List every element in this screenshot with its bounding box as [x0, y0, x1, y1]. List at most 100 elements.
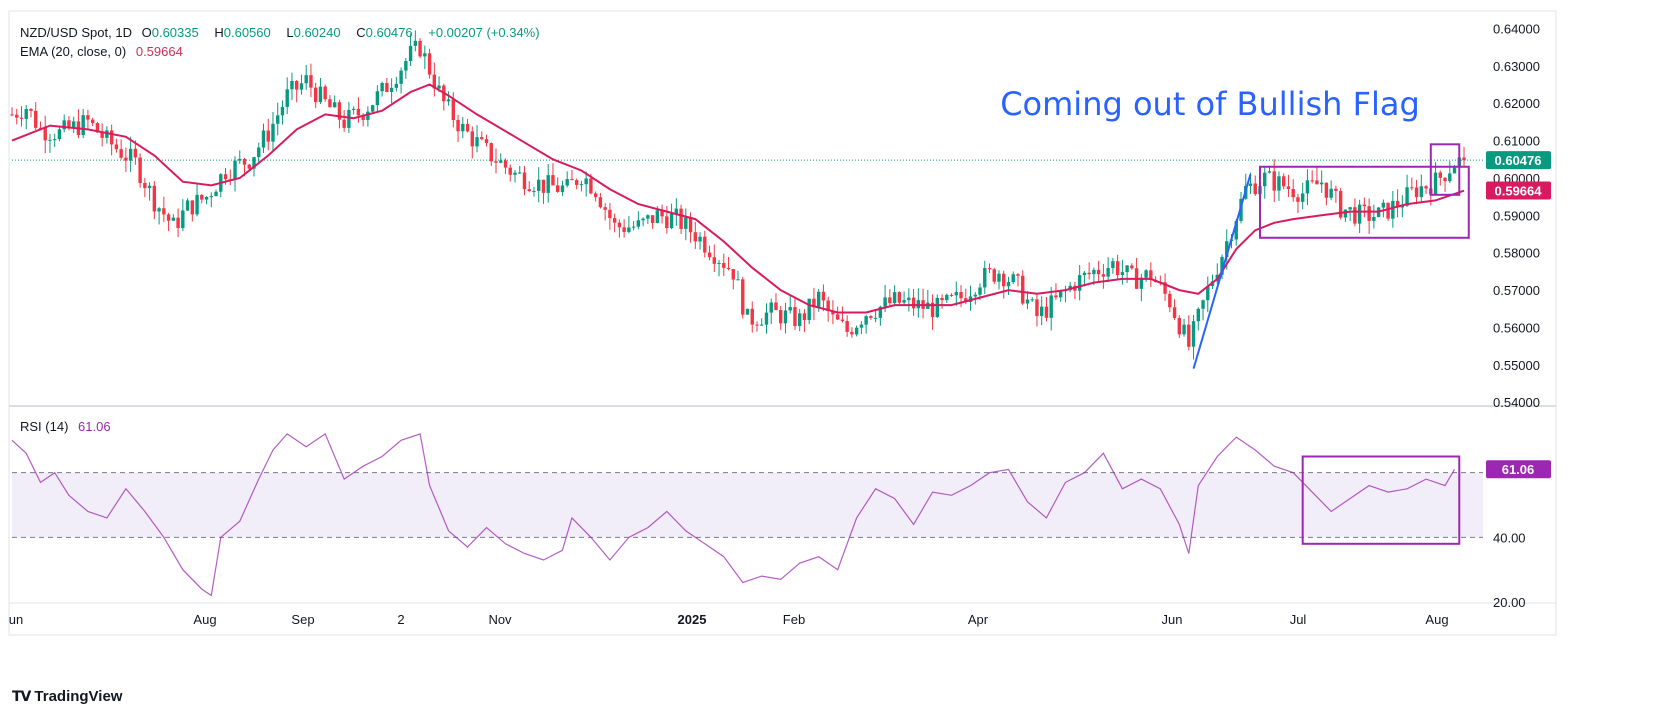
- candle-body[interactable]: [138, 157, 142, 184]
- candle-body[interactable]: [432, 74, 437, 89]
- candle-body[interactable]: [1187, 324, 1191, 347]
- rsi-badge[interactable]: 61.06: [1486, 460, 1551, 479]
- flag-box[interactable]: [1258, 165, 1470, 239]
- candle-body[interactable]: [200, 194, 204, 200]
- candle-body[interactable]: [475, 137, 479, 147]
- candle-body[interactable]: [622, 227, 626, 233]
- candle-body[interactable]: [313, 87, 318, 103]
- candle-body[interactable]: [755, 324, 759, 326]
- candle-body[interactable]: [1263, 172, 1267, 187]
- candle-body[interactable]: [276, 115, 280, 124]
- candle-body[interactable]: [1395, 200, 1400, 208]
- candle-body[interactable]: [518, 172, 522, 174]
- candle-body[interactable]: [261, 130, 266, 148]
- candle-body[interactable]: [266, 130, 270, 142]
- candle-body[interactable]: [883, 297, 887, 307]
- candle-body[interactable]: [242, 158, 247, 165]
- legend-symbol[interactable]: NZD/USD Spot, 1D: [20, 25, 132, 40]
- candle-body[interactable]: [745, 308, 750, 315]
- candle-body[interactable]: [446, 99, 451, 102]
- candle-body[interactable]: [1234, 220, 1238, 240]
- candle-body[interactable]: [1338, 190, 1343, 218]
- candle-body[interactable]: [693, 232, 698, 242]
- candle-body[interactable]: [997, 273, 1001, 282]
- candle-body[interactable]: [897, 292, 902, 303]
- candle-body[interactable]: [760, 324, 764, 326]
- candle-body[interactable]: [555, 185, 560, 192]
- candle-body[interactable]: [413, 40, 418, 46]
- candle-body[interactable]: [1182, 324, 1186, 335]
- candle-body[interactable]: [1310, 180, 1314, 182]
- candle-body[interactable]: [650, 215, 655, 223]
- candle-body[interactable]: [1111, 261, 1115, 268]
- candle-body[interactable]: [1348, 207, 1352, 210]
- candle-body[interactable]: [1225, 241, 1229, 258]
- candle-body[interactable]: [418, 40, 422, 57]
- candle-body[interactable]: [29, 108, 33, 111]
- candle-body[interactable]: [850, 331, 854, 335]
- candle-body[interactable]: [494, 161, 498, 163]
- candle-body[interactable]: [1163, 282, 1167, 294]
- candle-body[interactable]: [1035, 299, 1039, 317]
- candle-body[interactable]: [1139, 277, 1144, 289]
- price-pane[interactable]: Coming out of Bullish Flag: [10, 30, 1483, 369]
- candle-body[interactable]: [1443, 177, 1447, 182]
- candle-body[interactable]: [840, 319, 845, 322]
- candle-body[interactable]: [71, 121, 76, 129]
- candle-body[interactable]: [181, 210, 185, 229]
- candle-body[interactable]: [394, 83, 399, 88]
- tradingview-brand[interactable]: 𝗧𝗩 TradingView: [12, 688, 122, 705]
- candle-body[interactable]: [878, 306, 883, 318]
- candle-body[interactable]: [907, 297, 911, 301]
- candle-body[interactable]: [707, 252, 712, 258]
- candle-body[interactable]: [741, 279, 745, 315]
- candle-body[interactable]: [290, 81, 294, 90]
- candle-body[interactable]: [821, 291, 826, 301]
- candle-body[interactable]: [669, 213, 674, 229]
- candle-body[interactable]: [779, 310, 783, 324]
- candle-body[interactable]: [1462, 157, 1466, 161]
- candle-body[interactable]: [147, 185, 152, 189]
- candle-body[interactable]: [750, 308, 754, 325]
- candle-body[interactable]: [1291, 188, 1295, 198]
- candle-body[interactable]: [34, 110, 38, 128]
- candle-body[interactable]: [945, 294, 949, 301]
- candle-body[interactable]: [456, 119, 460, 132]
- candle-body[interactable]: [342, 119, 346, 128]
- candle-body[interactable]: [195, 194, 199, 215]
- candle-body[interactable]: [162, 208, 166, 215]
- candle-body[interactable]: [537, 179, 541, 191]
- candle-body[interactable]: [15, 114, 19, 118]
- candle-body[interactable]: [1021, 275, 1025, 304]
- candle-body[interactable]: [285, 89, 289, 107]
- candle-body[interactable]: [299, 83, 304, 90]
- candle-body[interactable]: [679, 208, 683, 229]
- candle-body[interactable]: [930, 302, 935, 318]
- candle-body[interactable]: [214, 191, 218, 197]
- ema-line[interactable]: [11, 83, 1465, 314]
- candle-body[interactable]: [503, 160, 508, 168]
- candle-body[interactable]: [978, 287, 982, 295]
- candle-body[interactable]: [831, 311, 835, 315]
- candle-body[interactable]: [1277, 176, 1281, 191]
- candle-body[interactable]: [480, 137, 484, 140]
- candle-body[interactable]: [797, 313, 802, 327]
- candle-body[interactable]: [513, 172, 517, 175]
- candle-body[interactable]: [560, 185, 565, 192]
- candle-body[interactable]: [788, 307, 792, 311]
- candle-body[interactable]: [1049, 295, 1053, 318]
- candle-body[interactable]: [43, 128, 47, 141]
- candle-body[interactable]: [636, 220, 641, 227]
- candle-body[interactable]: [1044, 306, 1049, 318]
- candle-body[interactable]: [589, 178, 593, 194]
- candle-body[interactable]: [124, 157, 128, 161]
- candle-body[interactable]: [1115, 261, 1120, 276]
- candle-body[interactable]: [233, 160, 237, 180]
- candle-body[interactable]: [688, 217, 693, 233]
- candle-body[interactable]: [532, 190, 536, 192]
- candle-body[interactable]: [541, 179, 546, 193]
- candle-body[interactable]: [119, 149, 123, 158]
- candle-body[interactable]: [593, 193, 598, 198]
- candle-body[interactable]: [987, 268, 992, 270]
- candle-body[interactable]: [954, 292, 958, 296]
